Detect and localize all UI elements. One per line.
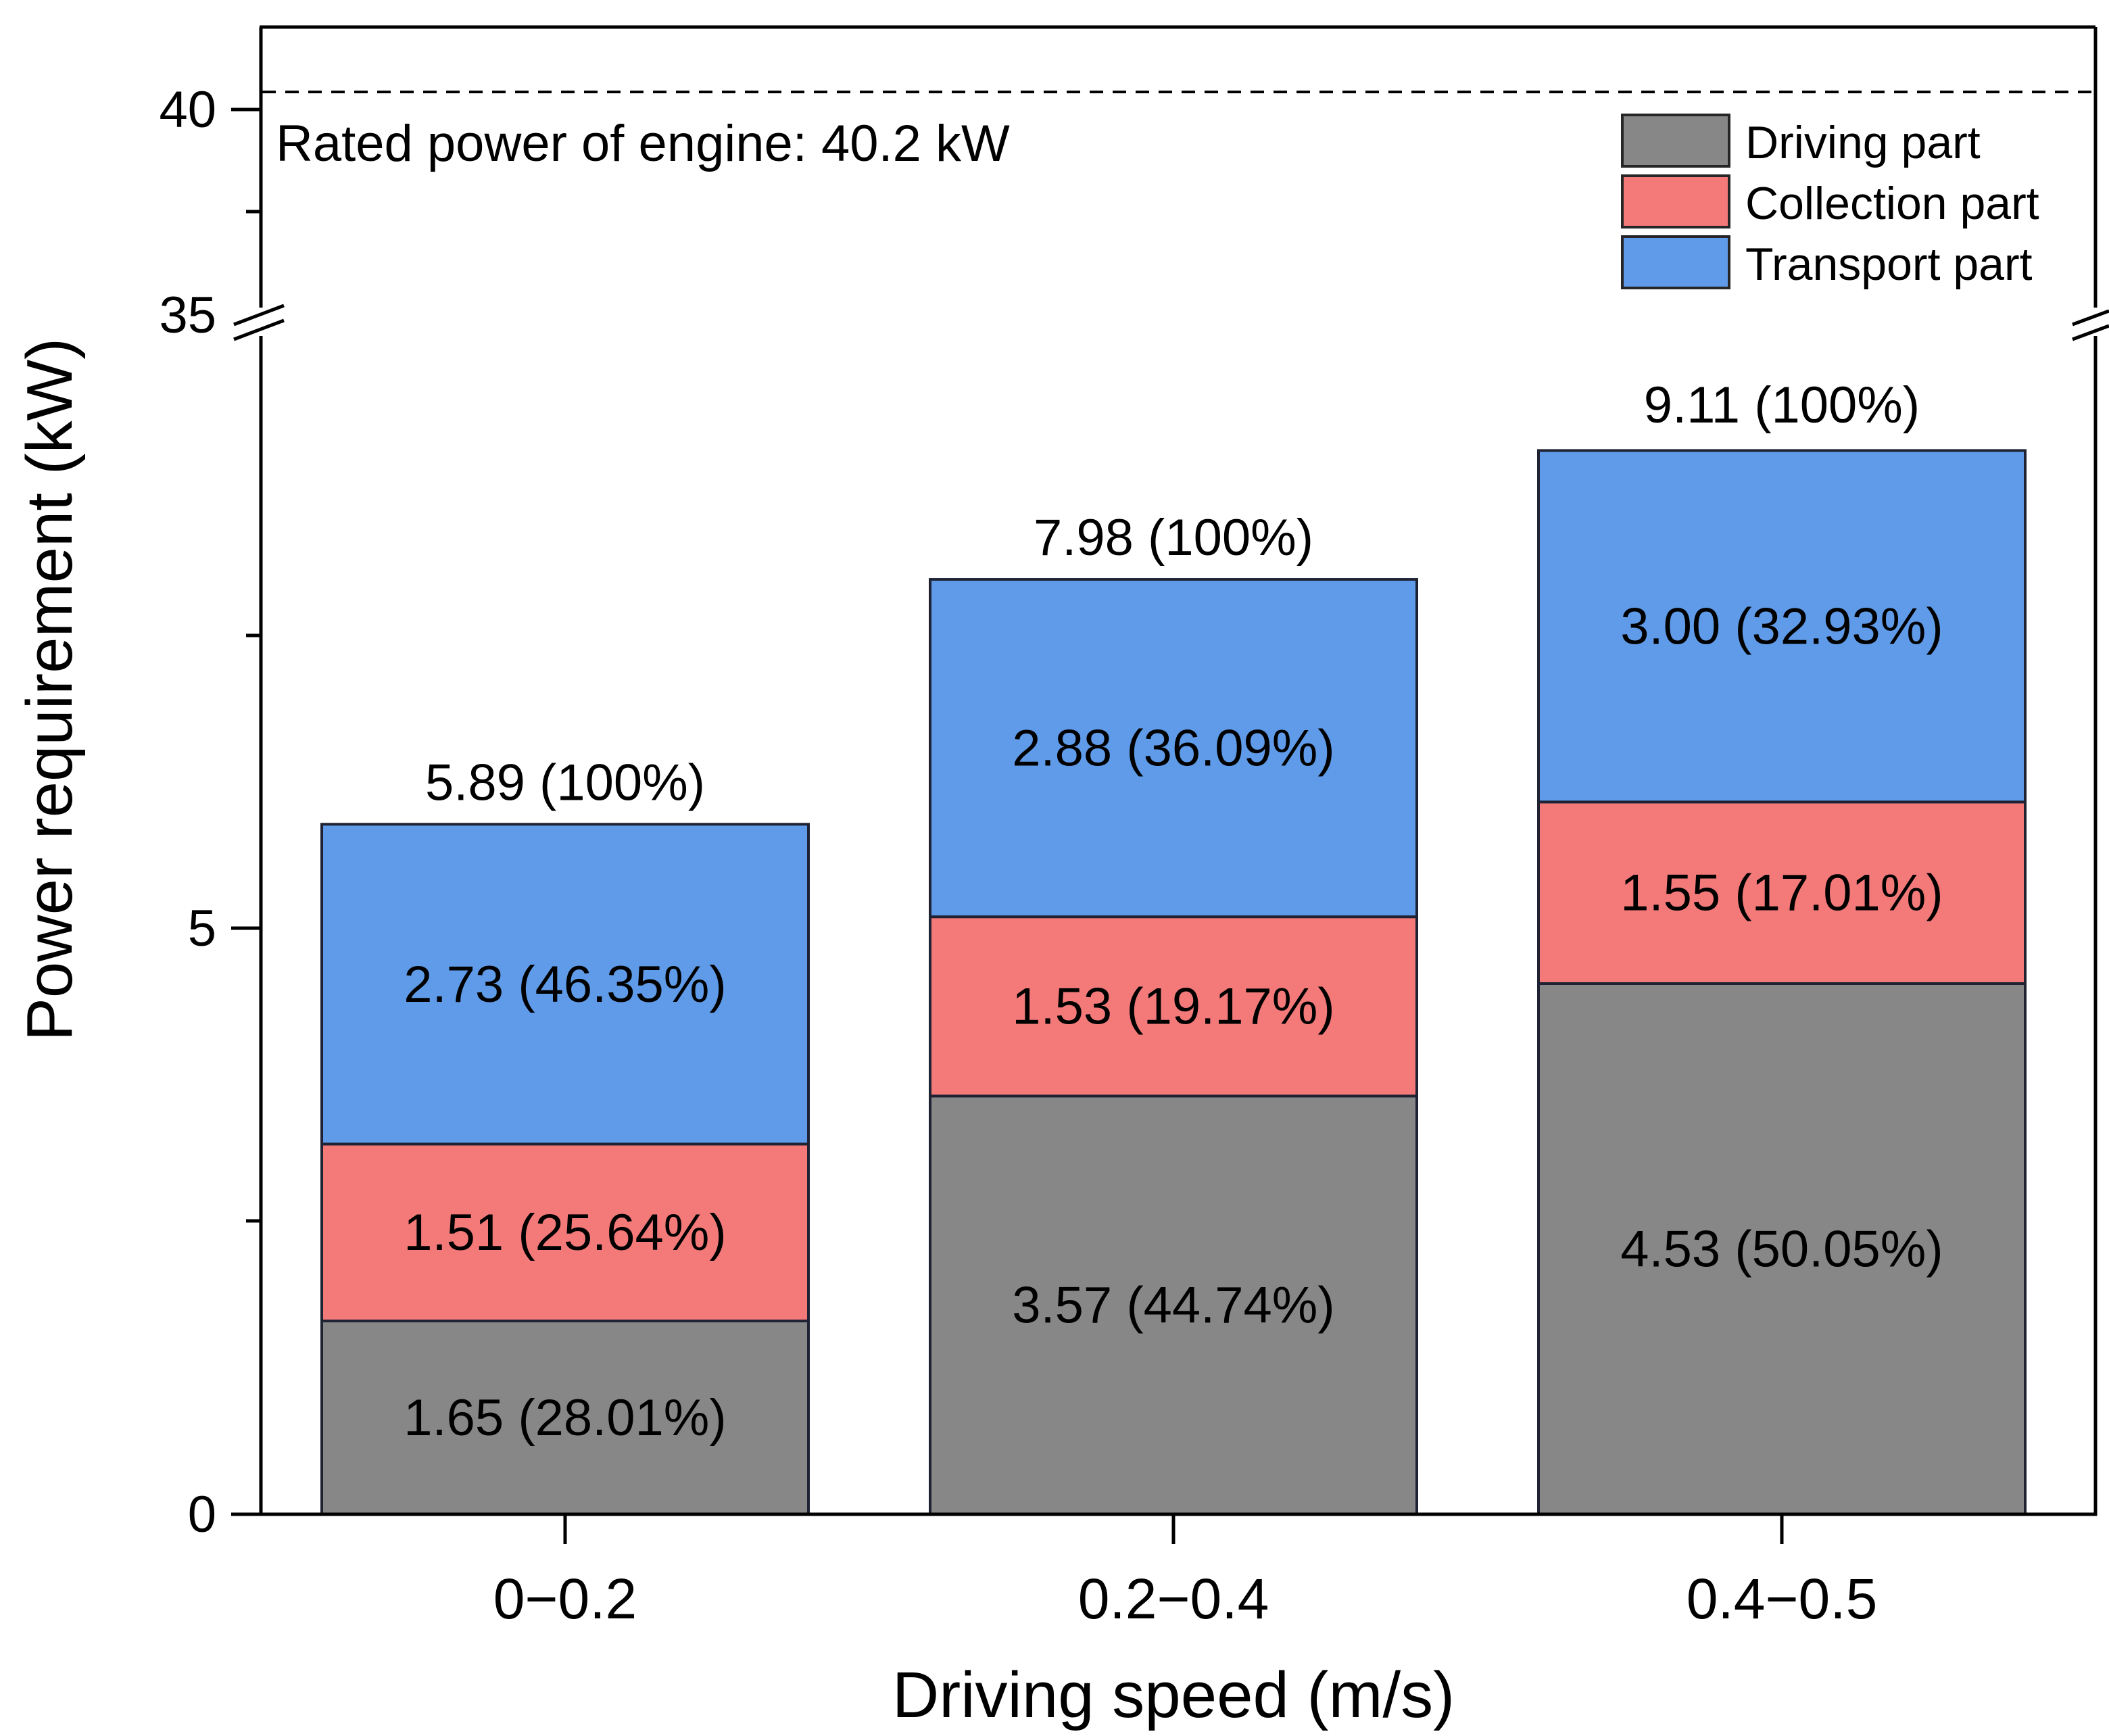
- axis-break-left-2: [233, 318, 285, 341]
- bar-total-label-1: 5.89 (100%): [425, 754, 705, 811]
- y-tick-label-40: 40: [159, 81, 216, 139]
- x-axis-title: Driving speed (m/s): [892, 1659, 1455, 1731]
- bar-value-label-transport-part-1: 2.73 (46.35%): [404, 956, 726, 1013]
- reference-line-label: Rated power of engine: 40.2 kW: [276, 115, 1010, 172]
- x-tick-label-1: 0−0.2: [493, 1567, 637, 1631]
- bar-value-label-driving-part-1: 1.65 (28.01%): [404, 1389, 726, 1447]
- axis-break-right-2: [2072, 324, 2109, 341]
- bar-segment-transport-part-3: [1537, 449, 2027, 804]
- bar-segment-transport-part-1: [320, 823, 810, 1146]
- x-tick-labels: 0−0.2 0.2−0.4 0.4−0.5: [493, 1567, 1878, 1631]
- bar-total-label-2: 7.98 (100%): [1034, 509, 1313, 566]
- bar-value-label-collection-part-2: 1.53 (19.17%): [1012, 978, 1334, 1036]
- bar-value-label-driving-part-2: 3.57 (44.74%): [1012, 1277, 1334, 1334]
- bar-segment-transport-part-2: [929, 578, 1418, 919]
- bar-value-label-collection-part-1: 1.51 (25.64%): [404, 1204, 726, 1261]
- y-tick-label-5: 5: [188, 900, 216, 957]
- legend-swatch-collection: [1621, 174, 1730, 228]
- bar-value-label-collection-part-3: 1.55 (17.01%): [1620, 865, 1943, 922]
- legend-label-transport: Transport part: [1745, 239, 2033, 290]
- bar-segment-driving-part-3: [1537, 982, 2027, 1516]
- y-ticks: [231, 107, 261, 1516]
- y-tick-labels: 40 35 5 0: [159, 81, 216, 1543]
- legend-label-driving: Driving part: [1745, 117, 1981, 168]
- bar-value-label-transport-part-2: 2.88 (36.09%): [1012, 720, 1334, 777]
- legend: Driving part Collection part Transport p…: [1621, 114, 2039, 290]
- x-tick-label-3: 0.4−0.5: [1687, 1567, 1878, 1631]
- legend-swatch-driving: [1621, 114, 1730, 168]
- axis-break-right-1: [2072, 309, 2109, 327]
- x-tick-label-2: 0.2−0.4: [1078, 1567, 1269, 1631]
- bar-segment-driving-part-2: [929, 1094, 1418, 1516]
- y-tick-label-35: 35: [159, 287, 216, 344]
- y-axis-title: Power requirement (kW): [14, 338, 86, 1041]
- x-ticks: [563, 1514, 1784, 1544]
- legend-label-collection: Collection part: [1745, 178, 2039, 229]
- bar-value-label-driving-part-3: 4.53 (50.05%): [1620, 1220, 1943, 1278]
- axis-break-left-1: [233, 304, 285, 327]
- bar-total-label-3: 9.11 (100%): [1644, 377, 1920, 434]
- total-labels: 5.89 (100%) 7.98 (100%) 9.11 (100%): [425, 377, 1920, 811]
- y-tick-label-0: 0: [188, 1486, 216, 1543]
- bar-segment-driving-part-1: [320, 1320, 810, 1516]
- value-labels: 1.65 (28.01%) 1.51 (25.64%) 2.73 (46.35%) 3…: [404, 598, 1943, 1447]
- bar-value-label-transport-part-3: 3.00 (32.93%): [1620, 598, 1943, 655]
- bar-segment-collection-part-2: [929, 915, 1418, 1098]
- bars: [320, 449, 2027, 1516]
- bar-segment-collection-part-1: [320, 1142, 810, 1323]
- legend-swatch-transport: [1621, 235, 1730, 289]
- upper-panel: Rated power of engine: 40.2 kW: [262, 91, 2095, 172]
